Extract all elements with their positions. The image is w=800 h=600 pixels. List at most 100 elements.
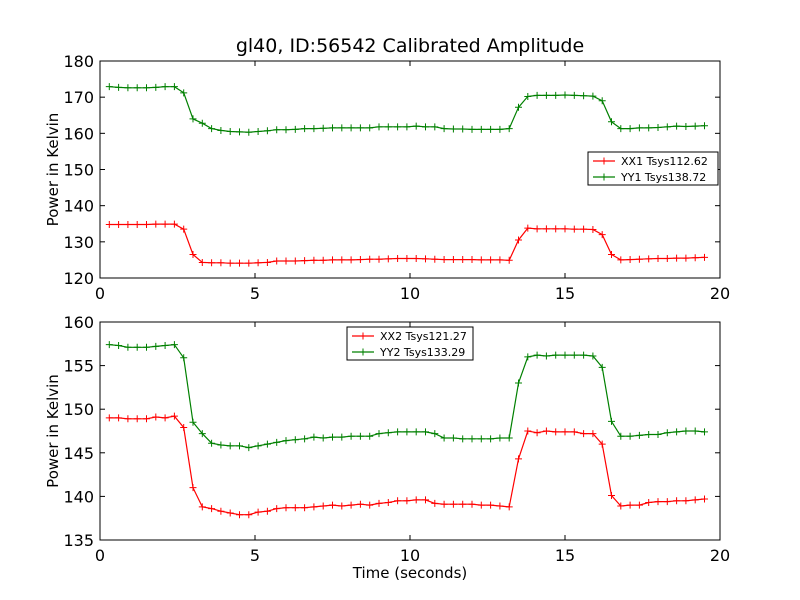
data-point [338, 124, 346, 132]
data-point [449, 256, 457, 264]
data-point [161, 414, 169, 422]
y-tick-label: 160 [63, 124, 94, 143]
data-point [477, 125, 485, 133]
data-point [673, 254, 681, 262]
data-point [459, 125, 467, 133]
data-point [682, 497, 690, 505]
data-point [384, 429, 392, 437]
data-point [626, 125, 634, 133]
data-point [487, 256, 495, 264]
data-point [515, 455, 522, 463]
data-point [319, 502, 327, 510]
legend-box [587, 151, 719, 186]
data-point [663, 254, 671, 262]
data-point [161, 220, 169, 228]
data-point [449, 500, 457, 508]
data-point [645, 499, 653, 507]
data-point [626, 432, 634, 440]
data-point [691, 254, 699, 262]
data-point [170, 412, 178, 420]
data-point [515, 103, 522, 111]
data-point [115, 220, 123, 228]
data-point [338, 256, 346, 264]
data-point [282, 126, 290, 134]
data-point [403, 123, 411, 131]
data-point [561, 91, 569, 99]
data-point [254, 128, 262, 136]
data-point [366, 432, 374, 440]
data-point [347, 501, 355, 509]
top-plot-panel: 0 5 10 15 20 120 130 140 150 160 170 180 Power in Ke… [44, 52, 730, 303]
y-tick-label: 140 [63, 487, 94, 506]
data-point [682, 122, 690, 130]
data-point [617, 125, 625, 133]
y-tick-label: 150 [63, 400, 94, 419]
data-point [542, 225, 550, 233]
data-point [384, 255, 392, 263]
data-point [133, 343, 141, 351]
data-point [208, 439, 216, 447]
data-point [133, 220, 141, 228]
data-point [245, 259, 253, 267]
chart-title: gl40, ID:56542 Calibrated Amplitude [236, 35, 584, 57]
data-point [608, 250, 615, 258]
data-point [236, 128, 243, 136]
data-point [645, 255, 653, 263]
data-point [542, 91, 550, 99]
data-point [673, 497, 681, 505]
data-point [226, 442, 234, 450]
data-point [152, 342, 160, 350]
data-point [375, 499, 383, 507]
legend-label: YY2 Tsys133.29 [379, 346, 465, 359]
data-point [701, 253, 708, 261]
data-point [487, 125, 495, 133]
x-tick-label: 0 [95, 284, 105, 303]
data-point [226, 259, 234, 267]
data-point [580, 225, 588, 233]
data-point [598, 97, 606, 105]
data-point [143, 84, 150, 92]
data-point [440, 256, 448, 264]
data-point [291, 257, 299, 265]
x-tick-label: 15 [555, 284, 575, 303]
data-point [552, 91, 560, 99]
data-point [133, 415, 141, 423]
legend-marker [359, 348, 367, 356]
x-tick-label: 20 [710, 546, 730, 565]
data-point [338, 502, 346, 510]
data-point [580, 92, 588, 100]
data-point [273, 505, 281, 513]
data-point [319, 256, 327, 264]
data-point [394, 497, 402, 505]
data-point [236, 511, 243, 519]
data-point [105, 341, 113, 349]
legend-marker [600, 157, 608, 165]
data-point [459, 500, 467, 508]
data-point [552, 351, 560, 359]
data-point [170, 220, 178, 228]
data-point [524, 353, 532, 361]
data-point [245, 444, 253, 452]
data-point [496, 125, 504, 133]
data-point [440, 500, 448, 508]
data-point [691, 427, 699, 435]
x-tick-label: 0 [95, 546, 105, 565]
data-point [338, 433, 346, 441]
data-point [701, 428, 708, 436]
data-point [170, 83, 178, 91]
data-point [626, 501, 634, 509]
data-point [468, 435, 476, 443]
legend-marker [600, 173, 608, 181]
data-point [180, 424, 188, 432]
data-point [496, 434, 504, 442]
data-point [403, 254, 411, 262]
data-point [105, 83, 113, 91]
x-tick-label: 15 [555, 546, 575, 565]
data-point [375, 255, 383, 263]
data-point [487, 501, 495, 509]
data-point [589, 226, 597, 234]
data-point [663, 429, 671, 437]
data-point [282, 504, 290, 512]
data-point [366, 124, 374, 132]
data-point [152, 220, 160, 228]
